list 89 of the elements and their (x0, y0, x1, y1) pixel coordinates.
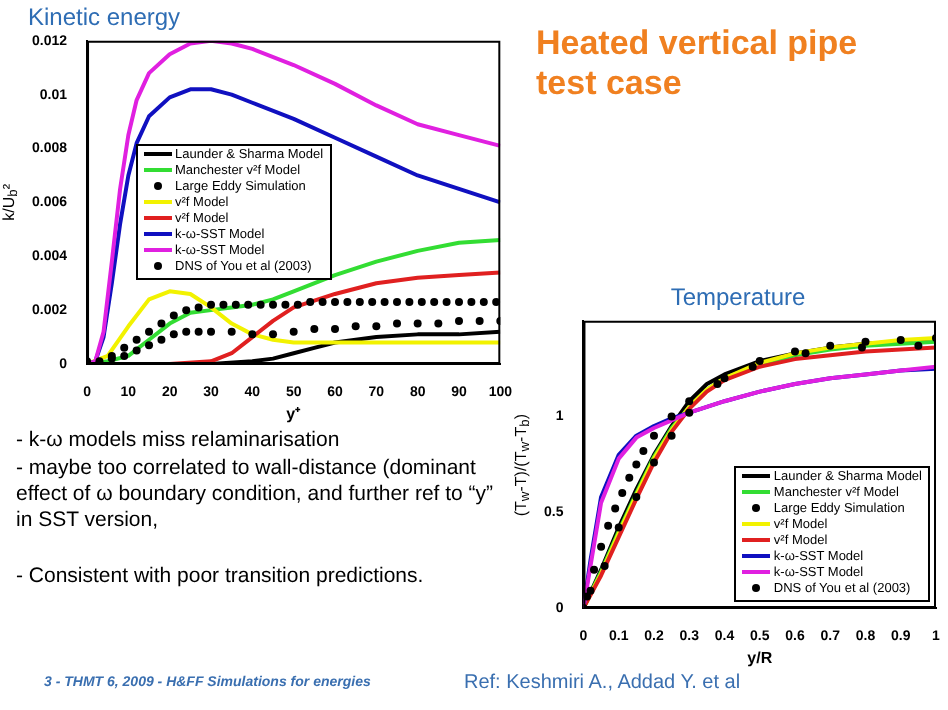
point (600, 561, 609, 570)
point (281, 300, 290, 309)
x-axis-title: y⁺ (286, 404, 302, 423)
point (625, 473, 634, 482)
point (169, 330, 178, 339)
point (597, 542, 606, 551)
point (685, 397, 694, 406)
point (248, 330, 257, 339)
point (639, 447, 648, 455)
point (430, 298, 439, 307)
point (790, 347, 799, 356)
point (269, 330, 278, 339)
point (157, 319, 166, 328)
point (393, 319, 401, 328)
point (632, 460, 641, 469)
point (857, 343, 866, 352)
point (649, 458, 658, 467)
point (343, 298, 352, 307)
point (207, 300, 216, 309)
point (614, 523, 623, 532)
point (331, 298, 340, 307)
point (713, 379, 722, 388)
point (861, 337, 870, 346)
point (157, 335, 166, 344)
point (293, 300, 302, 309)
point (413, 319, 422, 328)
point (182, 306, 191, 315)
point (826, 341, 835, 350)
point (685, 408, 694, 417)
point (355, 298, 364, 307)
point (586, 586, 595, 595)
point (475, 316, 484, 325)
point (207, 327, 216, 336)
point (331, 324, 340, 333)
point (318, 298, 327, 307)
point (310, 324, 319, 333)
point (479, 298, 488, 307)
point (120, 343, 129, 352)
point (269, 300, 278, 309)
point (667, 431, 676, 440)
point (896, 335, 905, 344)
chart-title: Temperature (670, 283, 807, 312)
point (182, 327, 191, 336)
point (755, 357, 764, 366)
point (194, 303, 203, 312)
point (244, 300, 253, 309)
point (590, 565, 599, 574)
point (914, 341, 923, 350)
point (720, 374, 729, 383)
point (417, 298, 426, 307)
text: - Consistent with poor transition predictions. (16, 564, 426, 590)
point (611, 504, 620, 513)
point (194, 327, 203, 336)
point (120, 351, 129, 360)
point (231, 300, 240, 309)
point (169, 311, 178, 320)
point (667, 412, 676, 421)
text: Heated vertical pipe test case (536, 24, 860, 104)
chart-title: Kinetic energy (28, 3, 181, 32)
point (368, 298, 377, 307)
point (132, 346, 141, 355)
point (145, 341, 154, 350)
point (434, 319, 443, 328)
point (454, 316, 463, 325)
point (618, 489, 627, 498)
point (145, 327, 154, 336)
point (442, 298, 451, 307)
point (604, 521, 613, 530)
text: Ref: Keshmiri A., Addad Y. et al (464, 672, 743, 694)
point (393, 298, 401, 307)
x-axis-title: y/R (747, 648, 773, 667)
point (380, 298, 389, 307)
point (649, 431, 658, 440)
text: - maybe too correlated to wall-distance (dominant effect of ω boundary condition, and further ref to “y” in SST version, (16, 456, 496, 534)
point (372, 322, 381, 331)
point (748, 362, 757, 371)
point (632, 492, 641, 501)
point (454, 298, 463, 307)
point (801, 349, 810, 358)
text: - k-ω models miss relaminarisation (16, 428, 342, 454)
point (256, 300, 265, 309)
point (405, 298, 414, 307)
point (132, 335, 141, 344)
point (351, 322, 360, 331)
point (219, 300, 228, 309)
point (467, 298, 476, 307)
point (306, 298, 315, 307)
point (227, 327, 236, 336)
point (289, 327, 298, 336)
